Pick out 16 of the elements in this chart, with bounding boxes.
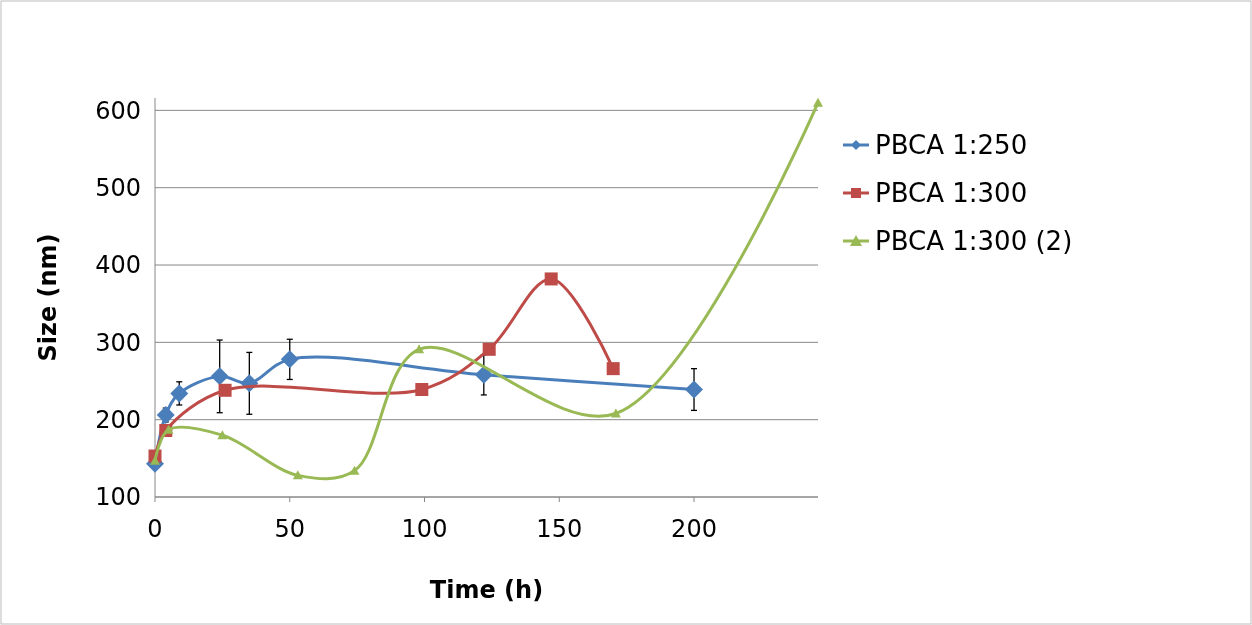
- y-tick-label: 300: [95, 328, 141, 357]
- x-axis-title: Time (h): [429, 576, 544, 604]
- y-tick-label: 200: [95, 406, 141, 435]
- x-tick-label: 100: [401, 515, 448, 543]
- y-tick-label: 600: [95, 96, 141, 125]
- legend-label: PBCA 1:300: [875, 178, 1028, 209]
- legend-label: PBCA 1:300 (2): [875, 226, 1073, 257]
- legend-label: PBCA 1:250: [875, 130, 1028, 161]
- x-tick-label: 0: [147, 515, 163, 543]
- y-tick-label: 100: [95, 483, 141, 512]
- x-tick-label: 200: [671, 515, 717, 543]
- y-tick-label: 500: [95, 174, 141, 203]
- y-tick-label: 400: [95, 251, 141, 280]
- y-axis-title: Size (nm): [34, 233, 62, 362]
- x-tick-label: 50: [274, 515, 306, 543]
- x-tick-label: 150: [536, 515, 583, 543]
